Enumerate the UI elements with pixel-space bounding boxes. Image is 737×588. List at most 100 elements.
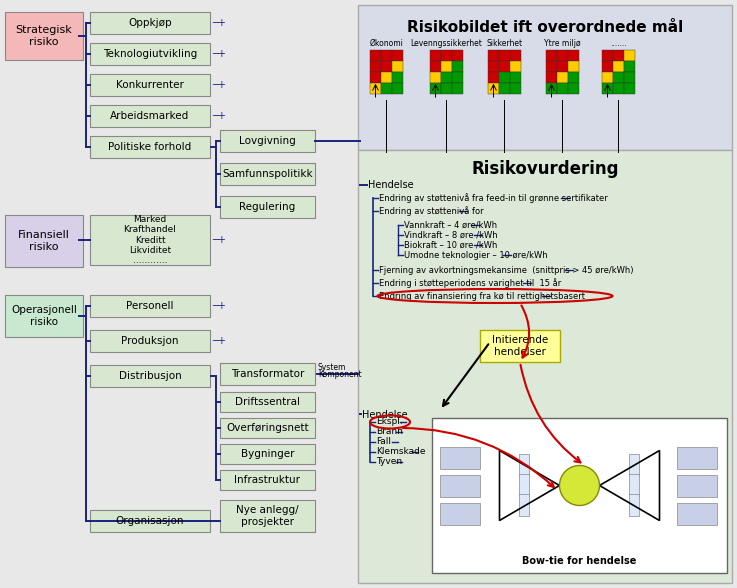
Bar <box>557 50 568 61</box>
Bar <box>452 72 463 83</box>
Text: Strategisk
risiko: Strategisk risiko <box>15 25 72 47</box>
Bar <box>220 163 315 185</box>
Bar <box>557 72 568 83</box>
Text: ─+: ─+ <box>212 18 226 28</box>
Text: Vannkraft – 4 øre/kWh: Vannkraft – 4 øre/kWh <box>404 220 497 229</box>
Bar <box>90 12 210 34</box>
Bar <box>499 61 510 72</box>
Bar <box>624 50 635 61</box>
Bar <box>499 72 510 83</box>
Bar <box>546 50 557 61</box>
Bar <box>568 83 579 94</box>
Bar <box>441 83 452 94</box>
Text: Risikobildet ift overordnede mål: Risikobildet ift overordnede mål <box>407 20 683 35</box>
Bar <box>441 61 452 72</box>
Bar <box>602 72 613 83</box>
Bar <box>602 50 613 61</box>
Text: Tyven: Tyven <box>376 457 402 466</box>
Text: Brann: Brann <box>376 427 403 436</box>
Text: Personell: Personell <box>126 301 174 311</box>
Bar <box>499 50 510 61</box>
Bar <box>220 418 315 438</box>
Text: Finansiell
risiko: Finansiell risiko <box>18 230 70 252</box>
Text: Konkurrenter: Konkurrenter <box>116 80 184 90</box>
Bar <box>677 503 717 524</box>
Bar <box>430 50 441 61</box>
Text: Overføringsnett: Overføringsnett <box>226 423 309 433</box>
Text: Organisasjon: Organisasjon <box>116 516 184 526</box>
Text: Infrastruktur: Infrastruktur <box>234 475 301 485</box>
Bar <box>441 50 452 61</box>
Text: Arbeidsmarked: Arbeidsmarked <box>111 111 189 121</box>
Bar <box>488 50 499 61</box>
Text: Endring i støtteperiodens varighet til  15 år: Endring i støtteperiodens varighet til 1… <box>379 278 562 288</box>
Bar <box>220 130 315 152</box>
Bar <box>220 500 315 532</box>
Bar <box>358 5 732 150</box>
Bar <box>510 72 521 83</box>
Text: ─+: ─+ <box>212 49 226 59</box>
Bar <box>520 453 529 476</box>
Text: Distribusjon: Distribusjon <box>119 371 181 381</box>
Bar <box>452 83 463 94</box>
Bar <box>557 61 568 72</box>
Text: Vindkraft – 8 øre /kWh: Vindkraft – 8 øre /kWh <box>404 230 497 239</box>
Bar <box>602 83 613 94</box>
Bar <box>5 12 83 60</box>
Text: Sikkerhet: Sikkerhet <box>486 39 523 48</box>
Bar <box>441 72 452 83</box>
Text: Umodne teknologier – 10 øre/kWh: Umodne teknologier – 10 øre/kWh <box>404 250 548 259</box>
Text: Regulering: Regulering <box>240 202 296 212</box>
Bar <box>613 61 624 72</box>
Bar <box>370 61 381 72</box>
Text: Risikovurdering: Risikovurdering <box>471 160 619 178</box>
Text: Klemskade: Klemskade <box>376 447 425 456</box>
Bar <box>510 83 521 94</box>
Bar <box>629 493 640 516</box>
Text: Fjerning av avkortningsmekansime  (snittpris > 45 øre/kWh): Fjerning av avkortningsmekansime (snittp… <box>379 266 634 275</box>
Bar <box>90 215 210 265</box>
Bar <box>5 295 83 337</box>
Circle shape <box>559 466 599 506</box>
Text: Bygninger: Bygninger <box>241 449 294 459</box>
Text: Levenngssikkerhet: Levenngssikkerhet <box>411 39 483 48</box>
Text: Komponent: Komponent <box>318 370 362 379</box>
Bar <box>440 446 480 469</box>
Bar <box>452 50 463 61</box>
Bar <box>220 196 315 218</box>
Bar <box>440 475 480 496</box>
Bar <box>370 72 381 83</box>
Text: ─+: ─+ <box>212 336 226 346</box>
Bar <box>568 72 579 83</box>
Text: System: System <box>318 363 346 372</box>
Text: Oppkjøp: Oppkjøp <box>128 18 172 28</box>
Bar <box>568 50 579 61</box>
Bar <box>613 83 624 94</box>
Bar <box>510 50 521 61</box>
Bar <box>392 50 403 61</box>
Bar <box>90 365 210 387</box>
Bar <box>546 72 557 83</box>
Bar <box>602 61 613 72</box>
Bar <box>432 418 727 573</box>
Text: Ytre miljø: Ytre miljø <box>544 39 581 48</box>
Bar <box>520 473 529 496</box>
Bar <box>520 493 529 516</box>
Text: Endring av finansiering fra kø til rettighetsbasert: Endring av finansiering fra kø til retti… <box>379 292 585 300</box>
Text: Bow-tie for hendelse: Bow-tie for hendelse <box>523 556 637 566</box>
Bar <box>220 444 315 464</box>
Bar <box>392 72 403 83</box>
Text: Initierende
hendelser: Initierende hendelser <box>492 335 548 357</box>
Text: Endring av støttenivå for: Endring av støttenivå for <box>379 206 483 216</box>
Bar <box>220 363 315 385</box>
Bar <box>381 83 392 94</box>
Bar <box>370 50 381 61</box>
Text: Samfunnspolitikk: Samfunnspolitikk <box>222 169 312 179</box>
Bar <box>440 503 480 524</box>
Bar <box>370 83 381 94</box>
Text: ─+: ─+ <box>212 235 226 245</box>
Bar <box>430 72 441 83</box>
Text: Nye anlegg/
prosjekter: Nye anlegg/ prosjekter <box>236 505 298 527</box>
Bar <box>677 446 717 469</box>
Text: ─+: ─+ <box>212 111 226 121</box>
